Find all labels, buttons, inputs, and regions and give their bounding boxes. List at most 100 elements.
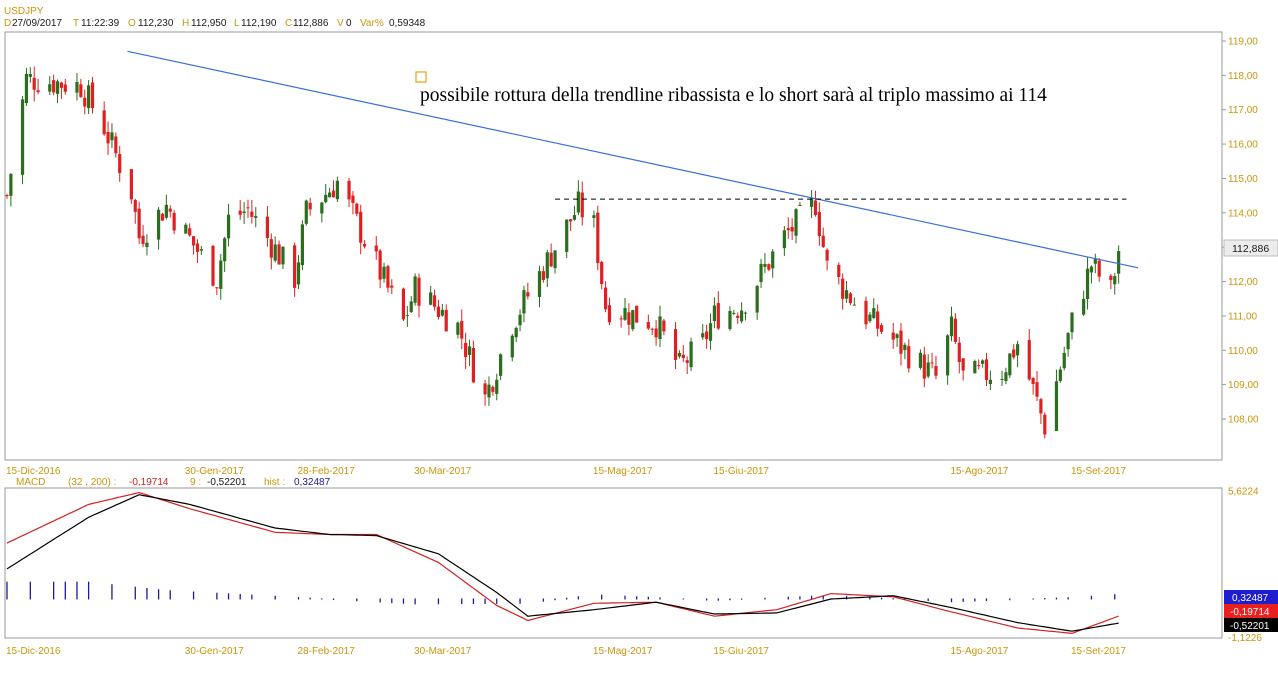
candle-body	[736, 315, 740, 318]
candle-body	[635, 305, 639, 323]
candle-body	[907, 346, 911, 369]
candle-body	[918, 352, 923, 368]
price-x-tick-label: 15-Dic-2016	[6, 466, 61, 477]
candle-body	[55, 81, 60, 94]
close-value: 112,886	[293, 18, 329, 29]
candle-body	[265, 216, 270, 238]
candle-body	[1008, 353, 1012, 376]
candle-body	[156, 209, 161, 240]
candle-body	[1043, 414, 1047, 435]
candle-body	[491, 386, 495, 392]
candle-body	[895, 334, 899, 339]
candle-body	[1000, 378, 1004, 380]
candle-body	[226, 214, 231, 239]
candle-body	[755, 285, 759, 313]
candle-body	[87, 85, 91, 109]
candle-body	[440, 309, 444, 316]
candle-body	[728, 310, 732, 330]
candle-body	[681, 354, 685, 359]
open-value: 112,230	[138, 18, 174, 29]
candle-body	[1093, 258, 1097, 264]
price-x-tick-label: 30-Mar-2017	[414, 466, 472, 477]
candle-body	[405, 315, 409, 317]
candle-body	[351, 195, 355, 203]
macd-x-tick-label: 15-Mag-2017	[593, 646, 653, 657]
candle-body	[872, 308, 876, 319]
candle-body	[1031, 377, 1035, 385]
candle-body	[879, 325, 884, 332]
candle-body	[401, 288, 406, 320]
candle-body	[172, 212, 176, 231]
candle-body	[328, 192, 332, 198]
macd-line-badge	[1224, 604, 1278, 618]
candle-body	[650, 328, 654, 330]
downtrend-line	[127, 50, 1139, 269]
price-y-tick-label: 109,00	[1228, 380, 1259, 391]
candle-body	[708, 323, 713, 341]
price-x-tick-label: 15-Ago-2017	[951, 466, 1009, 477]
candle-body	[28, 73, 32, 77]
candle-body	[627, 312, 631, 325]
candle-body	[977, 365, 981, 367]
candle-body	[743, 312, 748, 314]
candle-body	[429, 292, 433, 305]
candle-body	[1113, 276, 1117, 285]
candle-body	[215, 287, 219, 289]
candle-body	[988, 379, 992, 385]
candle-body	[300, 224, 305, 266]
candle-body	[553, 250, 557, 269]
var-key: Var%	[360, 18, 384, 29]
price-x-axis: 15-Dic-2016 30-Gen-2017 28-Feb-2017 30-Mar-…	[6, 466, 1126, 477]
candle-body	[118, 154, 122, 174]
candle-body	[48, 84, 52, 92]
candle-body	[798, 204, 802, 206]
candle-body	[712, 305, 717, 322]
candle-body	[137, 208, 141, 239]
candle-body	[308, 202, 312, 210]
price-y-tick-label: 119,00	[1228, 37, 1258, 48]
candle-body	[603, 287, 608, 310]
candle-body	[673, 329, 678, 360]
candle-body	[689, 341, 693, 368]
candle-body	[320, 202, 324, 214]
price-y-tick-label: 116,00	[1228, 140, 1258, 151]
candle-body	[1054, 381, 1059, 431]
candle-body	[782, 230, 786, 249]
price-badge	[1223, 239, 1278, 257]
macd-header: MACD (32 , 200) : -0,19714 9 : -0,52201 …	[16, 477, 331, 488]
annotation-text: possibile rottura della trendline ribass…	[420, 85, 1047, 106]
candle-body	[767, 264, 771, 270]
candle-body	[471, 348, 476, 383]
macd-histogram	[6, 581, 1116, 605]
candle-body	[848, 293, 853, 304]
candle-body	[382, 266, 386, 279]
candle-body	[79, 84, 83, 97]
macd-x-tick-label: 15-Ago-2017	[951, 646, 1009, 657]
candle-body	[188, 228, 192, 236]
macd-x-tick-label: 15-Dic-2016	[6, 646, 61, 657]
candle-body	[903, 344, 907, 351]
signal-line-badge	[1224, 618, 1278, 632]
candle-body	[837, 264, 841, 278]
candle-body	[786, 228, 790, 231]
candle-body	[646, 321, 650, 329]
candle-body	[75, 81, 79, 93]
candle-body	[732, 312, 736, 314]
candle-body	[184, 224, 188, 234]
candle-body	[809, 197, 814, 207]
macd-name: MACD	[16, 477, 45, 488]
candle-body	[331, 190, 336, 198]
candle-body	[83, 97, 87, 107]
candle-body	[195, 243, 200, 252]
macd-params: (32 , 200) :	[68, 477, 116, 488]
candle-body	[281, 246, 285, 265]
candle-body	[63, 84, 67, 92]
high-value: 112,950	[191, 18, 227, 29]
candle-body	[1097, 260, 1101, 277]
candle-body	[1027, 340, 1031, 380]
candle-body	[701, 333, 705, 338]
candle-body	[250, 211, 254, 217]
candle-body	[930, 362, 934, 364]
candle-body	[1004, 372, 1008, 382]
